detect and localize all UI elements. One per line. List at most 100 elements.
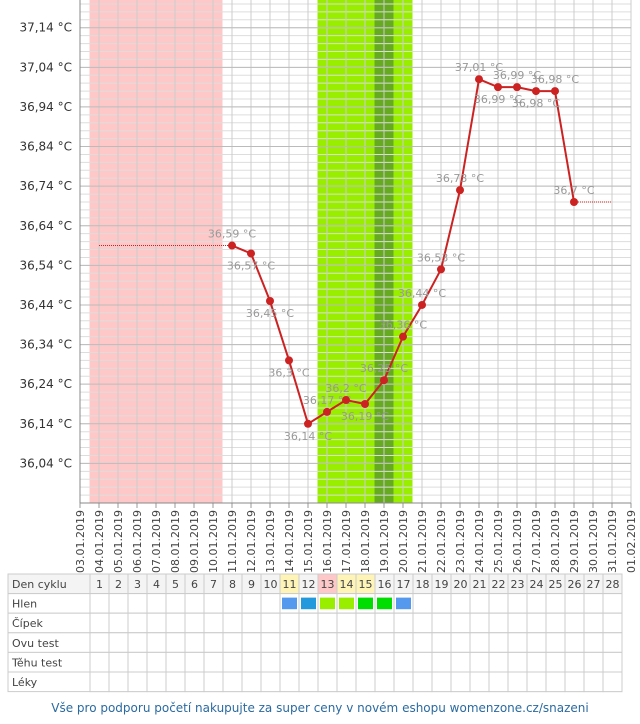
table-cell <box>526 593 547 614</box>
table-cell <box>241 632 262 653</box>
table-cell <box>488 612 509 634</box>
x-tick-label: 04.01.2019 <box>93 510 106 573</box>
x-tick-label: 06.01.2019 <box>131 510 144 573</box>
x-tick-label: 08.01.2019 <box>169 510 182 573</box>
table-cell <box>127 632 148 653</box>
table-cell <box>355 651 376 673</box>
table-cell <box>393 612 414 634</box>
cycle-day: 21 <box>473 578 487 591</box>
mucus-marker <box>358 597 373 610</box>
temperature-point <box>266 297 274 306</box>
table-cell <box>89 632 110 653</box>
x-tick-label: 25.01.2019 <box>492 510 505 573</box>
cycle-day: 8 <box>229 578 236 591</box>
table-cell <box>279 632 300 653</box>
cycle-day: 19 <box>435 578 449 591</box>
table-cell <box>279 651 300 673</box>
table-cell <box>412 593 433 614</box>
table-cell <box>507 612 528 634</box>
table-cell <box>355 632 376 653</box>
row-label: Čípek <box>12 617 43 630</box>
temperature-point <box>570 197 578 206</box>
cycle-day: 27 <box>587 578 601 591</box>
table-cell <box>488 651 509 673</box>
table-cell <box>146 612 167 634</box>
table-cell <box>298 612 319 634</box>
table-cell <box>507 632 528 653</box>
table-cell <box>222 671 243 693</box>
table-cell <box>89 671 110 693</box>
table-cell <box>108 632 129 653</box>
table-cell <box>412 632 433 653</box>
x-tick-label: 14.01.2019 <box>283 510 296 573</box>
cycle-day: 24 <box>530 578 544 591</box>
table-cell <box>298 671 319 693</box>
table-cell <box>184 612 205 634</box>
table-cell <box>469 671 490 693</box>
x-tick-label: 17.01.2019 <box>340 510 353 573</box>
table-cell <box>545 612 566 634</box>
table-cell <box>89 612 110 634</box>
y-tick-label: 36,34 °C <box>19 338 72 352</box>
table-cell <box>184 671 205 693</box>
table-cell <box>222 651 243 673</box>
table-cell <box>108 612 129 634</box>
data-label: 36,98 °C <box>512 97 560 110</box>
table-cell <box>108 651 129 673</box>
data-label: 37,01 °C <box>455 61 503 74</box>
cycle-day: 11 <box>283 578 297 591</box>
table-cell <box>241 593 262 614</box>
cycle-day: 17 <box>397 578 411 591</box>
table-cell <box>602 671 623 693</box>
temperature-point <box>494 83 502 92</box>
table-cell <box>488 593 509 614</box>
table-cell <box>165 632 186 653</box>
table-cell <box>184 593 205 614</box>
x-tick-label: 28.01.2019 <box>549 510 562 573</box>
table-cell <box>393 651 414 673</box>
table-cell <box>317 612 338 634</box>
table-cell <box>127 651 148 673</box>
temperature-point <box>437 265 445 274</box>
x-tick-label: 18.01.2019 <box>359 510 372 573</box>
y-tick-label: 36,04 °C <box>19 456 72 470</box>
table-cell <box>184 651 205 673</box>
table-cell <box>165 651 186 673</box>
table-cell <box>260 651 281 673</box>
table-cell <box>336 651 357 673</box>
x-tick-label: 19.01.2019 <box>378 510 391 573</box>
cycle-day: 9 <box>248 578 255 591</box>
table-cell <box>203 632 224 653</box>
table-cell <box>564 651 585 673</box>
cycle-day: 26 <box>568 578 582 591</box>
table-cell <box>146 671 167 693</box>
table-cell <box>545 651 566 673</box>
cycle-day: 18 <box>416 578 430 591</box>
x-tick-label: 13.01.2019 <box>264 510 277 573</box>
table-cell <box>317 632 338 653</box>
table-cell <box>564 671 585 693</box>
x-tick-label: 21.01.2019 <box>416 510 429 573</box>
table-cell <box>545 632 566 653</box>
table-cell <box>583 632 604 653</box>
temperature-point <box>323 407 331 416</box>
data-label: 36,36 °C <box>379 319 427 332</box>
table-cell <box>431 651 452 673</box>
temperature-point <box>228 241 236 250</box>
cycle-day: 3 <box>134 578 141 591</box>
data-label: 36,57 °C <box>227 259 275 272</box>
cycle-day: 1 <box>96 578 103 591</box>
cycle-day: 2 <box>115 578 122 591</box>
temperature-point <box>247 249 255 258</box>
table-cell <box>203 593 224 614</box>
table-cell <box>583 593 604 614</box>
table-cell <box>260 632 281 653</box>
table-cell <box>241 651 262 673</box>
x-tick-label: 23.01.2019 <box>454 510 467 573</box>
x-tick-label: 10.01.2019 <box>207 510 220 573</box>
x-tick-label: 20.01.2019 <box>397 510 410 573</box>
x-tick-label: 24.01.2019 <box>473 510 486 573</box>
temperature-point <box>456 186 464 195</box>
footer-link[interactable]: Vše pro podporu početí nakupujte za supe… <box>51 701 588 715</box>
table-cell <box>222 632 243 653</box>
